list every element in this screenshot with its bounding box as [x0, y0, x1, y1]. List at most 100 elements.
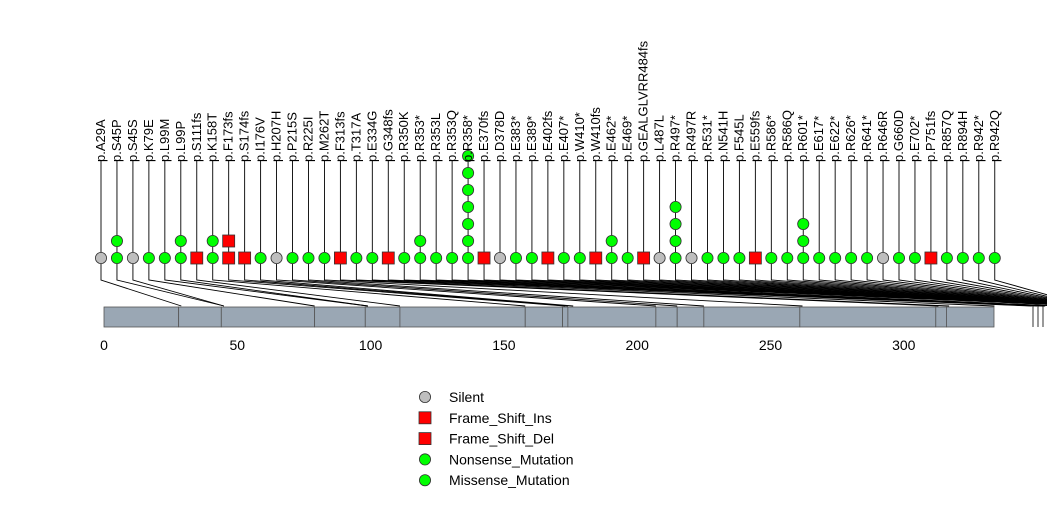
mutation-marker: [797, 234, 810, 247]
mutation-label: p.E462*: [604, 116, 619, 162]
mutation-marker: [605, 234, 618, 247]
mutation-label: p.F173fs: [221, 111, 236, 162]
position-connector: [323, 265, 803, 307]
mutation-label: p.E389*: [524, 116, 539, 162]
position-connector: [930, 265, 1047, 300]
position-connector: [132, 265, 225, 307]
mutation-marker: [462, 166, 475, 179]
protein-segment: [562, 306, 569, 328]
legend-swatch: [418, 432, 432, 446]
x-tick-label: 250: [759, 337, 783, 353]
mutation-label: p.R942*: [971, 115, 986, 162]
mutation-marker: [462, 234, 475, 247]
mutation-marker: [940, 251, 953, 264]
mutation-label: p.R942Q: [987, 110, 1002, 162]
mutation-marker: [286, 251, 299, 264]
position-connector: [339, 265, 939, 307]
mutation-marker: [222, 234, 236, 248]
mutation-label: p.E407*: [556, 116, 571, 162]
mutation-label: p.W410fs: [588, 107, 603, 162]
protein-segment: [655, 306, 678, 328]
mutation-marker: [142, 251, 155, 264]
mutation-label: p.E617*: [811, 116, 826, 162]
mutation-label: p.F313fs: [332, 111, 347, 162]
mutation-marker: [701, 251, 714, 264]
position-connector: [100, 265, 182, 307]
mutation-marker: [366, 251, 379, 264]
legend-swatch: [418, 453, 431, 466]
position-connector: [308, 265, 704, 307]
mutation-label: p.L487L: [652, 115, 667, 162]
mutation-marker: [398, 251, 411, 264]
position-connector: [371, 265, 995, 307]
mutation-marker: [110, 234, 123, 247]
mutation-label: p.I176V: [253, 117, 268, 162]
position-connector: [196, 265, 400, 307]
connector-layer: [100, 265, 1047, 307]
x-tick-label: 0: [100, 337, 108, 353]
mutation-marker: [350, 251, 363, 264]
mutation-label: p.K79E: [141, 119, 156, 162]
mutation-marker: [525, 251, 538, 264]
x-tick-label: 150: [492, 337, 516, 353]
mutation-marker: [430, 251, 443, 264]
mutation-marker: [781, 251, 794, 264]
mutation-label: p.W410*: [572, 112, 587, 162]
position-connector: [802, 265, 1047, 303]
mutation-marker: [797, 217, 810, 230]
mutation-marker: [333, 251, 347, 265]
x-tick-label: 100: [359, 337, 383, 353]
mutation-marker: [381, 251, 395, 265]
mutation-label: p.L99P: [173, 121, 188, 162]
mutation-marker: [318, 251, 331, 264]
mutation-label: p.E334G: [364, 111, 379, 162]
lollipop-stems: [100, 160, 996, 265]
mutation-marker: [126, 251, 139, 264]
position-connector: [834, 265, 1047, 303]
mutation-marker: [110, 251, 123, 264]
protein-segment: [178, 306, 222, 328]
mutation-label: p.E559fs: [747, 110, 762, 162]
mutation-label: p.R358*: [460, 115, 475, 162]
position-connector: [228, 265, 566, 307]
mutation-marker: [462, 149, 475, 162]
mutation-label: p.R646R: [875, 111, 890, 162]
mutation-marker: [190, 251, 204, 265]
mutation-marker: [956, 251, 969, 264]
protein-segment: [703, 306, 801, 328]
mutation-marker: [748, 251, 762, 265]
mutation-label: p.R531*: [699, 115, 714, 162]
position-connector: [786, 265, 1047, 303]
mutation-marker: [462, 200, 475, 213]
mutation-label: p.G348fs: [380, 109, 395, 162]
legend-swatch: [418, 411, 432, 425]
mutation-label: p.L99M: [157, 119, 172, 162]
mutation-marker: [509, 251, 522, 264]
legend-label: Frame_Shift_Del: [449, 431, 554, 447]
legend-swatch: [418, 390, 431, 403]
mutation-label: p.R857Q: [939, 110, 954, 162]
position-connector: [451, 265, 1046, 307]
mutation-label: p.R350K: [396, 111, 411, 162]
mutation-marker: [813, 251, 826, 264]
mutation-marker: [621, 251, 634, 264]
protein-segment: [220, 306, 316, 328]
legend: Silent Frame_Shift_Ins Frame_Shift_Del Nons…: [418, 389, 574, 488]
mutation-marker: [557, 251, 570, 264]
protein-segment: [314, 306, 366, 328]
mutation-marker: [988, 251, 1001, 264]
mutation-marker: [589, 251, 603, 265]
mutation-marker: [669, 251, 682, 264]
mutation-label: p.R497R: [684, 111, 699, 162]
mutation-marker: [462, 217, 475, 230]
protein-domain-bar: [103, 306, 1044, 328]
position-connector: [818, 265, 1047, 303]
protein-segment: [799, 306, 937, 328]
protein-segment: [103, 306, 180, 328]
mutation-label: p.K158T: [205, 113, 220, 162]
position-connector: [770, 265, 1047, 304]
mutation-marker: [254, 251, 267, 264]
legend-label: Missense_Mutation: [449, 472, 570, 488]
mutation-marker: [573, 251, 586, 264]
mutation-label: p.E469*: [620, 116, 635, 162]
